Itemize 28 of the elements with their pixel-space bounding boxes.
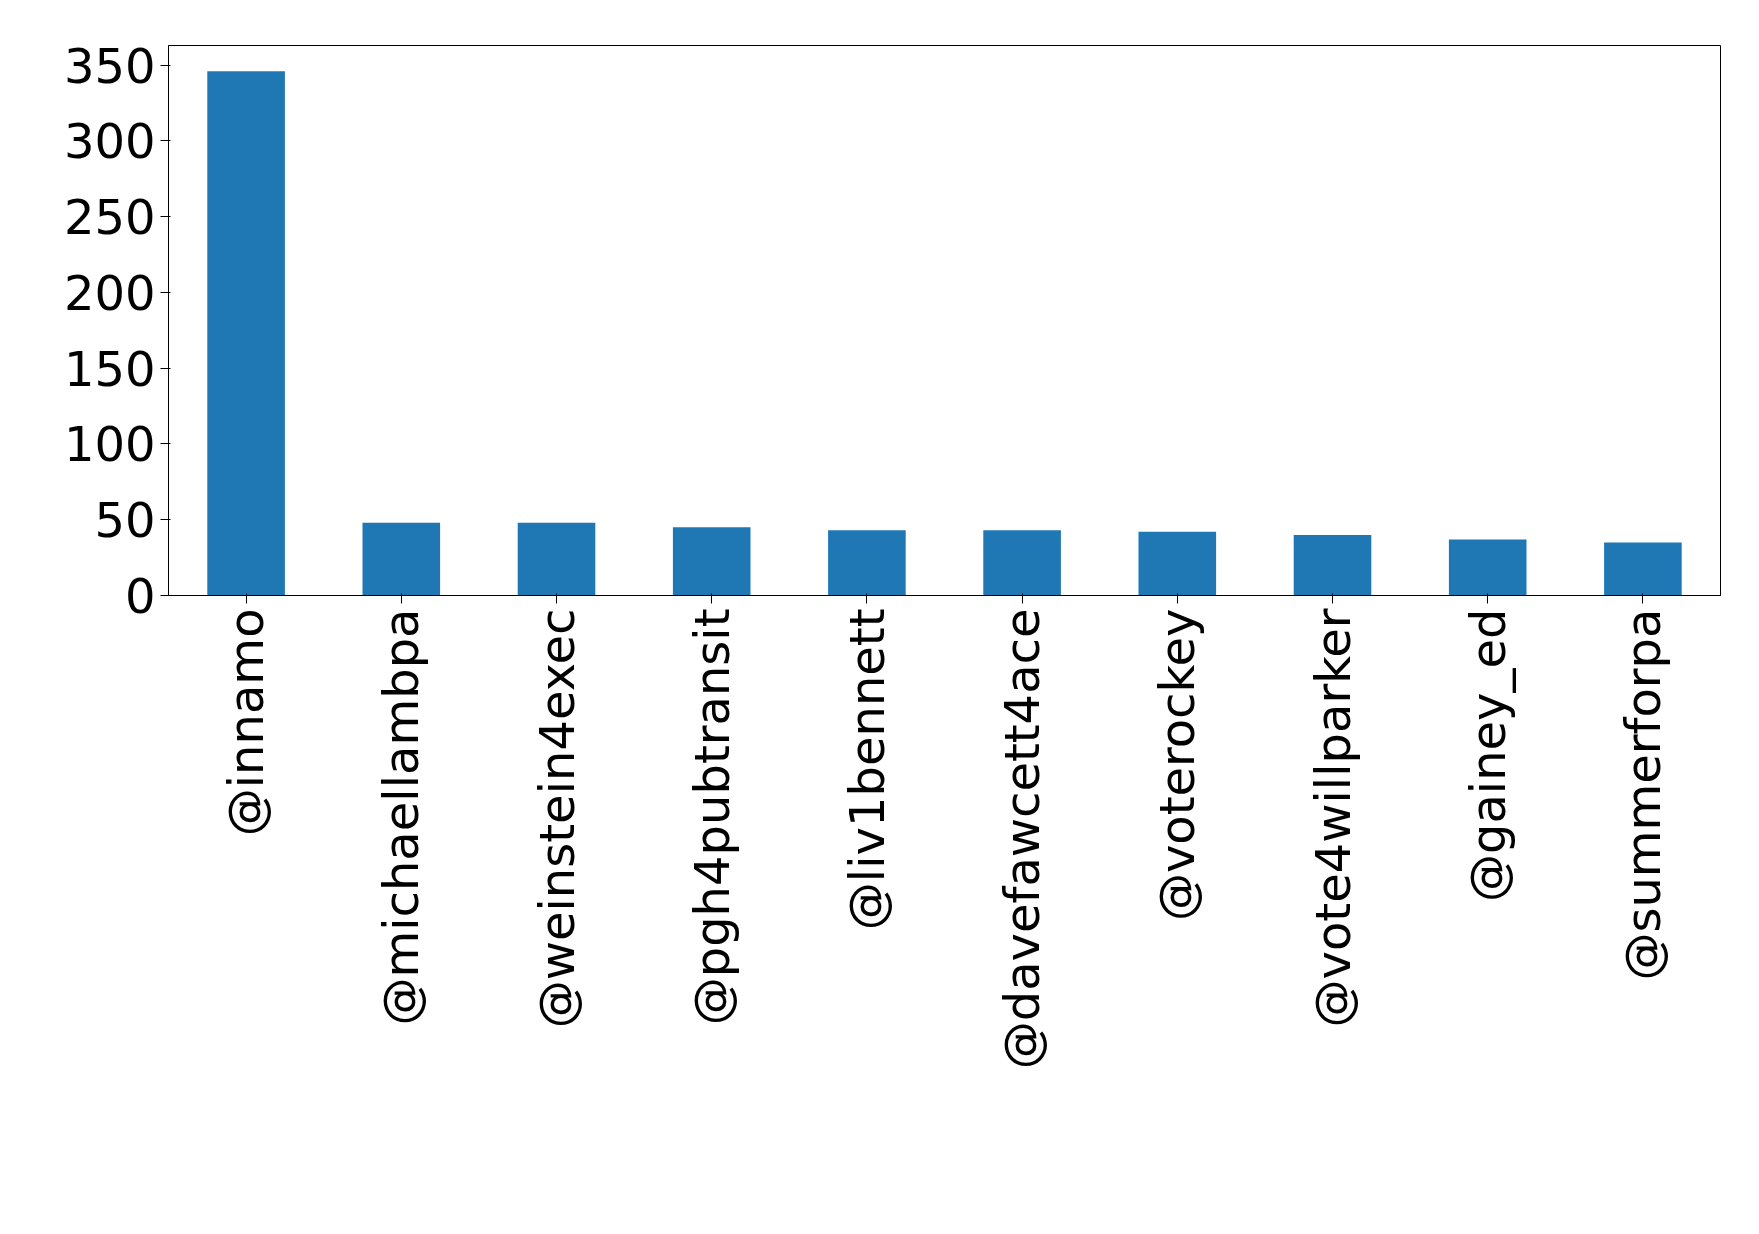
y-tick-label: 50 — [94, 492, 156, 549]
x-tick-label: @vote4willparker — [1304, 608, 1361, 1028]
x-tick-label: @davefawcett4ace — [994, 608, 1051, 1070]
bar — [1604, 542, 1682, 596]
bar — [1448, 539, 1527, 596]
bar — [517, 522, 596, 596]
y-tick-label: 100 — [63, 416, 156, 473]
x-tick-label: @liv1bennett — [838, 608, 895, 931]
bar — [672, 527, 751, 596]
x-tick-label: @innamo — [218, 608, 275, 837]
bar — [828, 530, 906, 596]
bar — [1293, 534, 1372, 596]
x-tick-label: @pgh4pubtransit — [683, 608, 740, 1026]
bar — [1138, 531, 1217, 596]
y-tick-label: 350 — [63, 37, 156, 94]
bar — [362, 522, 441, 596]
x-tick-label: @michaellambpa — [373, 608, 430, 1026]
y-tick-label: 150 — [63, 340, 156, 397]
x-tick-label: @voterockey — [1149, 608, 1206, 922]
y-tick-label: 0 — [124, 568, 156, 624]
bar — [983, 530, 1061, 596]
y-tick-label: 200 — [63, 264, 156, 321]
y-tick-label: 250 — [63, 189, 156, 246]
x-tick-label: @weinstein4exec — [528, 608, 585, 1029]
bar — [207, 71, 285, 596]
x-tick-label: @summerforpa — [1614, 608, 1671, 981]
y-tick-label: 300 — [63, 113, 156, 170]
x-tick-label: @gainey_ed — [1459, 608, 1516, 903]
